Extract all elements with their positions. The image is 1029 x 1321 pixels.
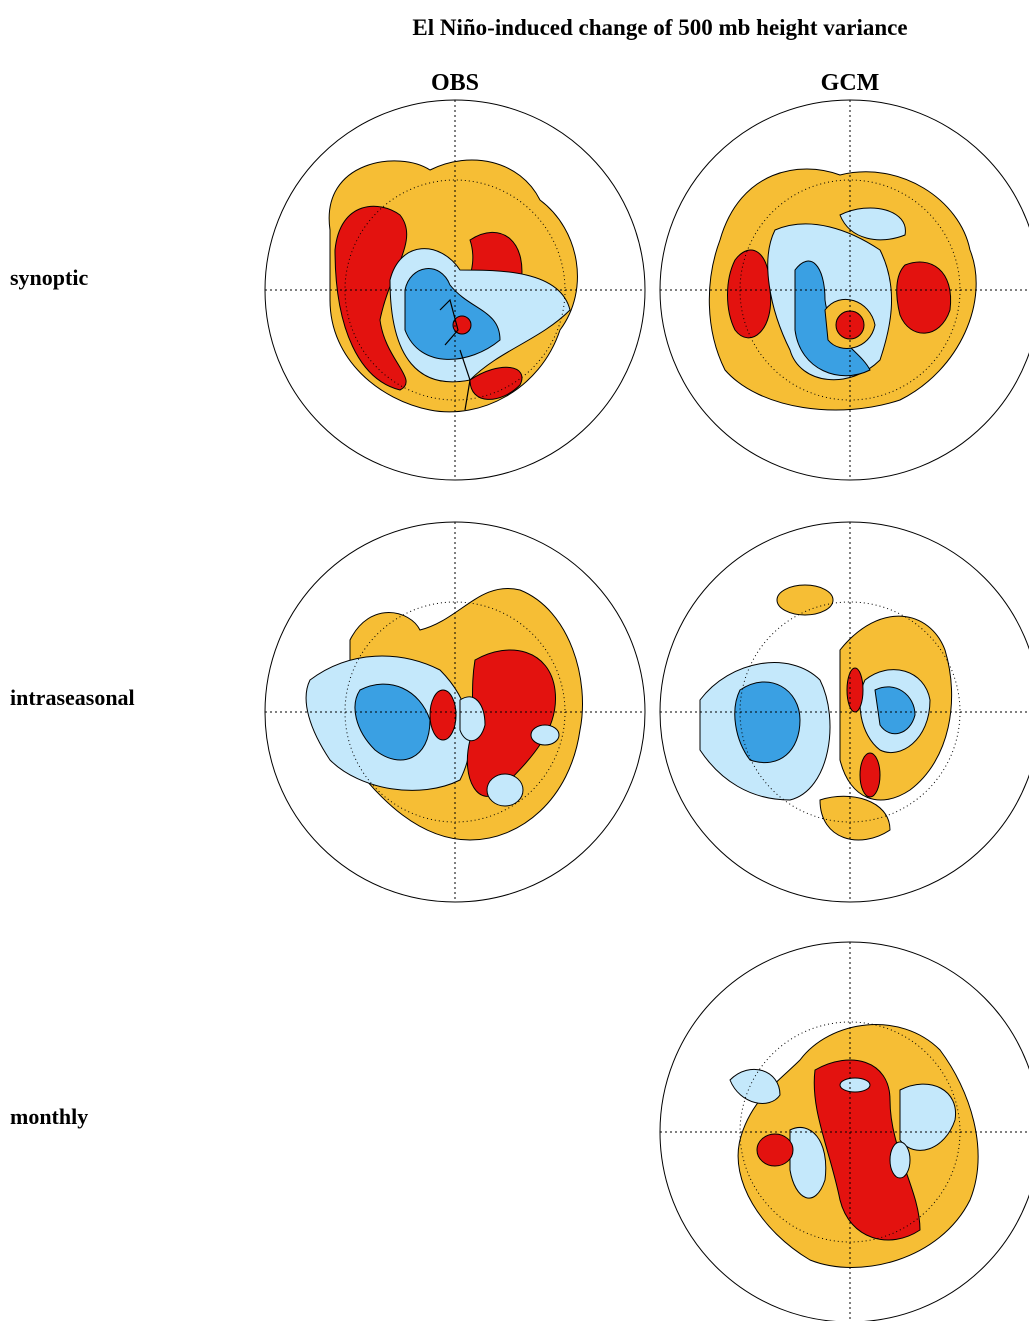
map-gcm-synoptic [660, 100, 1029, 480]
map-obs-intraseasonal [265, 522, 645, 902]
row-label: synoptic [10, 265, 88, 290]
map-obs-synoptic [265, 100, 645, 480]
figure: El Niño-induced change of 500 mb height … [0, 0, 1029, 1321]
figure-title: El Niño-induced change of 500 mb height … [412, 15, 907, 40]
row-label: intraseasonal [10, 685, 135, 710]
map-gcm-monthly [660, 942, 1029, 1321]
column-label: GCM [821, 70, 880, 96]
column-label: OBS [431, 70, 479, 96]
row-label: monthly [10, 1104, 88, 1129]
map-gcm-intraseasonal [660, 522, 1029, 902]
